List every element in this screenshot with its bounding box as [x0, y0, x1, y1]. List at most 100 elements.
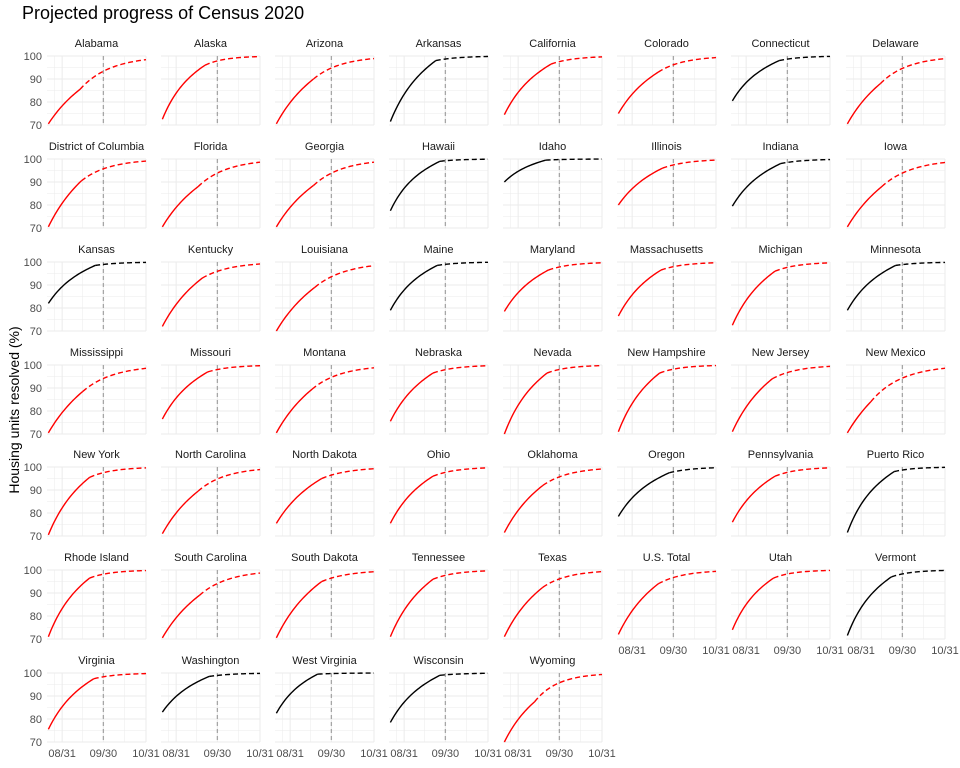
panel-label: Nevada: [534, 347, 573, 359]
series-actual-line: [161, 490, 199, 535]
panel-label: Michigan: [758, 244, 802, 256]
panel-label: Pennsylvania: [748, 449, 814, 461]
series-projected-line: [439, 672, 489, 676]
series-actual-line: [47, 678, 95, 730]
panel-label: North Dakota: [292, 449, 358, 461]
series-projected-line: [546, 364, 603, 374]
panel-massachusetts: Massachusetts: [617, 244, 717, 332]
series-projected-line: [773, 569, 831, 579]
series-projected-line: [82, 367, 147, 392]
panel-utah: Utah 08/31 09/30 10/31: [731, 552, 844, 657]
series-actual-line: [617, 71, 659, 114]
panel-label: South Dakota: [291, 552, 359, 564]
series-projected-line: [669, 467, 717, 474]
y-tick-label: 90: [30, 691, 42, 703]
panel-tennessee: Tennessee: [389, 552, 489, 640]
series-projected-line: [317, 672, 374, 675]
series-projected-line: [197, 161, 261, 188]
panel-label: California: [529, 38, 576, 50]
panel-label: Arkansas: [416, 38, 462, 50]
series-projected-line: [207, 365, 261, 373]
x-tick-label: 08/31: [847, 645, 875, 657]
series-actual-line: [275, 78, 314, 125]
series-projected-line: [891, 569, 946, 578]
series-actual-line: [503, 372, 548, 435]
panel-label: Vermont: [875, 552, 916, 564]
series-projected-line: [313, 57, 375, 80]
x-tick-label: 10/31: [816, 645, 844, 657]
y-tick-label: 100: [24, 257, 42, 269]
panel-new-hampshire: New Hampshire: [617, 347, 717, 435]
panel-district-of-columbia: District of Columbia 70 80 90 100: [24, 141, 147, 235]
series-actual-line: [275, 388, 313, 434]
panel-oregon: Oregon: [617, 449, 717, 537]
y-tick-label: 70: [30, 531, 42, 543]
series-actual-line: [47, 88, 81, 125]
y-tick-label: 90: [30, 485, 42, 497]
x-tick-label: 09/30: [432, 748, 460, 760]
panel-label: Delaware: [872, 38, 918, 50]
series-actual-line: [161, 675, 210, 713]
y-tick-label: 100: [24, 565, 42, 577]
panel-label: Mississippi: [70, 347, 123, 359]
series-projected-line: [780, 158, 831, 165]
series-projected-line: [95, 261, 147, 267]
series-projected-line: [432, 365, 489, 374]
panel-label: District of Columbia: [49, 141, 145, 153]
panel-label: Wyoming: [530, 655, 576, 667]
y-tick-label: 80: [30, 303, 42, 315]
series-actual-line: [275, 477, 323, 524]
series-actual-line: [617, 167, 663, 206]
series-projected-line: [439, 158, 489, 162]
x-tick-label: 08/31: [504, 748, 532, 760]
series-projected-line: [542, 468, 603, 486]
y-tick-label: 80: [30, 714, 42, 726]
series-actual-line: [846, 83, 881, 125]
x-tick-label: 09/30: [318, 748, 346, 760]
panel-label: Hawaii: [422, 141, 455, 153]
series-actual-line: [389, 160, 441, 212]
series-projected-line: [435, 55, 489, 62]
series-projected-line: [771, 365, 831, 380]
series-projected-line: [774, 467, 831, 477]
series-projected-line: [881, 161, 946, 188]
series-actual-line: [161, 277, 203, 327]
panel-mississippi: Mississippi 70 80 90 100: [24, 347, 147, 441]
panel-label: New York: [73, 449, 120, 461]
series-actual-line: [389, 372, 434, 422]
x-tick-label: 09/30: [90, 748, 118, 760]
series-projected-line: [548, 262, 603, 271]
series-actual-line: [846, 401, 872, 434]
panel-south-dakota: South Dakota: [275, 552, 375, 640]
panel-label: Oregon: [648, 449, 685, 461]
series-actual-line: [503, 701, 536, 743]
series-actual-line: [846, 576, 892, 636]
panel-label: Kansas: [78, 244, 115, 256]
series-actual-line: [617, 472, 670, 517]
panel-label: U.S. Total: [643, 552, 691, 564]
series-actual-line: [731, 378, 773, 432]
panel-alaska: Alaska: [161, 38, 261, 126]
panel-label: Kentucky: [188, 244, 234, 256]
y-tick-label: 90: [30, 588, 42, 600]
panel-label: West Virginia: [292, 655, 357, 667]
panel-georgia: Georgia: [275, 141, 375, 229]
series-projected-line: [89, 569, 147, 579]
panel-west-virginia: West Virginia 08/31 09/30 10/31: [275, 655, 388, 760]
y-tick-label: 90: [30, 383, 42, 395]
panel-south-carolina: South Carolina: [161, 552, 261, 640]
series-actual-line: [389, 674, 441, 723]
y-tick-label: 80: [30, 200, 42, 212]
x-tick-label: 10/31: [132, 748, 160, 760]
series-actual-line: [617, 583, 659, 635]
panel-label: Massachusetts: [630, 244, 704, 256]
panel-indiana: Indiana: [731, 141, 831, 229]
series-projected-line: [209, 672, 261, 678]
panel-iowa: Iowa: [846, 141, 946, 229]
series-projected-line: [93, 672, 147, 680]
series-actual-line: [389, 264, 438, 311]
panel-label: Wisconsin: [413, 655, 463, 667]
panel-label: Connecticut: [751, 38, 809, 50]
series-projected-line: [204, 55, 261, 66]
series-projected-line: [437, 261, 489, 267]
